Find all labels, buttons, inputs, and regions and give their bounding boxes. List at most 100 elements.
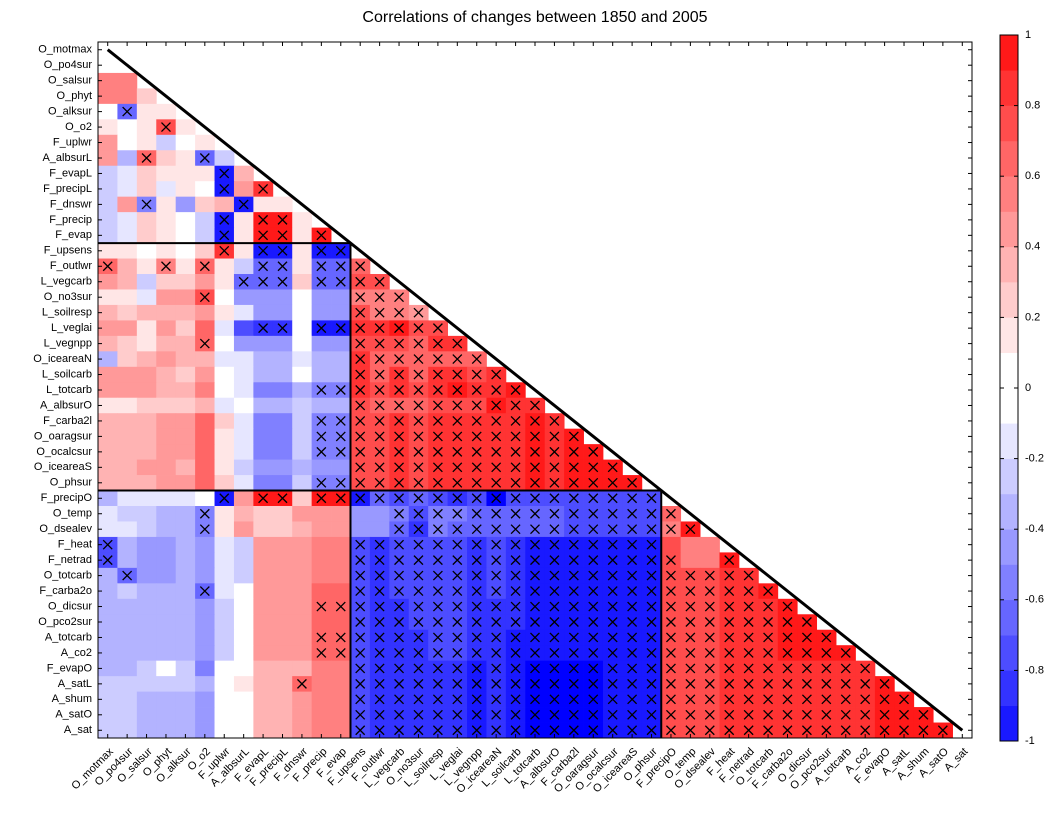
significance-cross (296, 678, 307, 689)
significance-cross (277, 230, 288, 241)
y-tick-label: O_po4sur (44, 59, 93, 71)
heatmap-cell (98, 598, 118, 615)
significance-cross (646, 632, 657, 643)
heatmap-cell (233, 676, 254, 692)
heatmap-cell (331, 707, 351, 723)
y-tick-label: L_totcarb (46, 384, 92, 396)
significance-cross (510, 555, 521, 566)
significance-cross (743, 617, 754, 627)
significance-cross (510, 524, 521, 535)
significance-cross (763, 694, 774, 705)
significance-cross (452, 647, 463, 658)
significance-cross (199, 338, 210, 349)
significance-cross (704, 709, 715, 720)
significance-cross (724, 694, 735, 705)
significance-cross (549, 601, 560, 612)
significance-cross (840, 663, 851, 674)
y-tick-label: F_carba2l (43, 415, 92, 427)
significance-cross (801, 694, 812, 705)
heatmap-cell (98, 629, 118, 646)
y-tick-label: F_upsens (44, 245, 93, 257)
significance-cross (530, 663, 540, 674)
significance-cross (743, 694, 754, 705)
significance-cross (394, 508, 405, 519)
significance-cross (588, 570, 599, 581)
significance-cross (510, 493, 521, 504)
significance-cross (452, 354, 463, 365)
heatmap-cell (292, 243, 313, 259)
significance-cross (840, 647, 851, 658)
significance-cross (588, 647, 599, 658)
heatmap-cell (136, 366, 157, 383)
heatmap-cell (98, 583, 118, 600)
significance-cross (724, 647, 735, 658)
significance-cross (258, 493, 269, 504)
significance-cross (549, 524, 560, 535)
significance-cross (394, 431, 405, 442)
heatmap-cell (253, 351, 274, 368)
significance-cross (627, 493, 638, 504)
heatmap-cell (292, 707, 313, 723)
heatmap-cell (136, 490, 157, 507)
heatmap-cell (117, 88, 138, 105)
significance-cross (491, 493, 502, 504)
heatmap-cell (98, 645, 118, 662)
significance-cross (394, 307, 405, 318)
heatmap-cell (272, 304, 293, 321)
heatmap-cell (253, 428, 274, 445)
heatmap-cell (156, 459, 177, 476)
heatmap-cell (253, 521, 274, 538)
heatmap-cell (214, 567, 235, 584)
heatmap-cell (156, 629, 177, 646)
heatmap-cell (233, 536, 254, 553)
significance-cross (413, 617, 424, 627)
heatmap-cell (253, 567, 274, 584)
significance-cross (646, 694, 657, 705)
heatmap-cell (156, 165, 177, 182)
significance-cross (452, 477, 463, 488)
significance-cross (432, 385, 443, 395)
heatmap-cell (195, 304, 215, 321)
significance-cross (335, 245, 346, 256)
heatmap-cell (272, 335, 293, 352)
significance-cross (394, 400, 405, 411)
heatmap-cell (117, 335, 138, 352)
heatmap-cell (272, 707, 293, 723)
significance-cross (685, 601, 696, 612)
significance-cross (277, 245, 288, 256)
heatmap-cell (253, 629, 274, 646)
significance-cross (646, 570, 657, 581)
significance-cross (374, 647, 385, 658)
significance-cross (432, 323, 443, 334)
heatmap-cell (136, 444, 157, 460)
significance-cross (685, 694, 696, 705)
significance-cross (549, 570, 560, 581)
significance-cross (471, 539, 482, 550)
heatmap-cell (175, 351, 196, 368)
significance-cross (452, 694, 463, 705)
heatmap-cell (292, 289, 313, 306)
significance-cross (743, 647, 754, 658)
significance-cross (394, 632, 405, 643)
heatmap-cell (311, 536, 332, 553)
significance-cross (704, 601, 715, 612)
significance-cross (588, 446, 599, 457)
significance-cross (316, 601, 327, 612)
heatmap-cell (156, 722, 177, 739)
significance-cross (568, 539, 579, 550)
significance-cross (452, 539, 463, 550)
significance-cross (821, 725, 832, 736)
heatmap-cell (292, 444, 313, 460)
significance-cross (335, 647, 346, 658)
significance-cross (530, 617, 540, 627)
significance-cross (335, 601, 346, 612)
heatmap-cell (195, 490, 215, 507)
heatmap-cell (98, 707, 118, 723)
significance-cross (860, 678, 871, 689)
heatmap-cell (117, 521, 138, 538)
significance-cross (316, 632, 327, 643)
significance-cross (355, 570, 366, 581)
significance-cross (355, 369, 366, 380)
heatmap-cell (117, 707, 138, 723)
heatmap-cell (233, 243, 254, 259)
